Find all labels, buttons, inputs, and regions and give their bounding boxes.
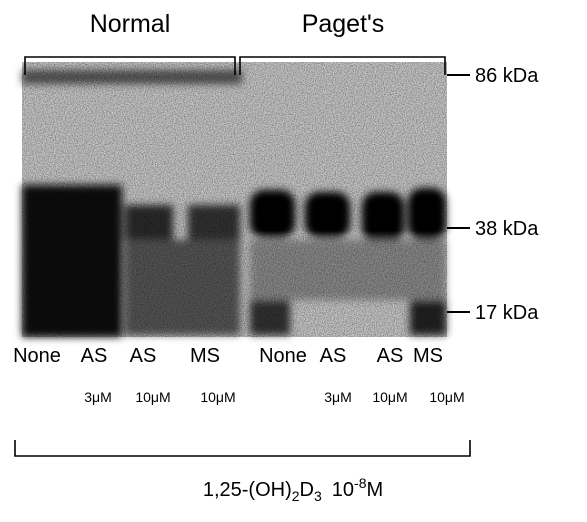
dose-label: 10μM bbox=[429, 389, 464, 405]
bracket bbox=[239, 56, 446, 75]
marker-label: 86 kDa bbox=[475, 65, 539, 87]
marker-label: 17 kDa bbox=[475, 302, 539, 324]
lane-label: AS bbox=[320, 345, 347, 367]
marker-label: 38 kDa bbox=[475, 218, 539, 240]
lane-label: MS bbox=[413, 345, 443, 367]
group-label: Paget's bbox=[302, 10, 385, 38]
gel bbox=[22, 62, 447, 337]
bracket bbox=[14, 440, 471, 457]
lane-label: AS bbox=[377, 345, 404, 367]
lane-label: AS bbox=[130, 345, 157, 367]
lane-label: AS bbox=[81, 345, 108, 367]
lane-label: None bbox=[259, 345, 307, 367]
dose-label: 10μM bbox=[372, 389, 407, 405]
bracket bbox=[24, 56, 236, 75]
dose-label: 3μM bbox=[84, 389, 112, 405]
lane-label: None bbox=[13, 345, 61, 367]
lane-label: MS bbox=[190, 345, 220, 367]
dose-label: 10μM bbox=[200, 389, 235, 405]
group-label: Normal bbox=[90, 10, 171, 38]
dose-label: 10μM bbox=[135, 389, 170, 405]
dose-label: 3μM bbox=[324, 389, 352, 405]
treatment-label: 1,25-(OH)2D3 10-8M bbox=[203, 475, 383, 504]
